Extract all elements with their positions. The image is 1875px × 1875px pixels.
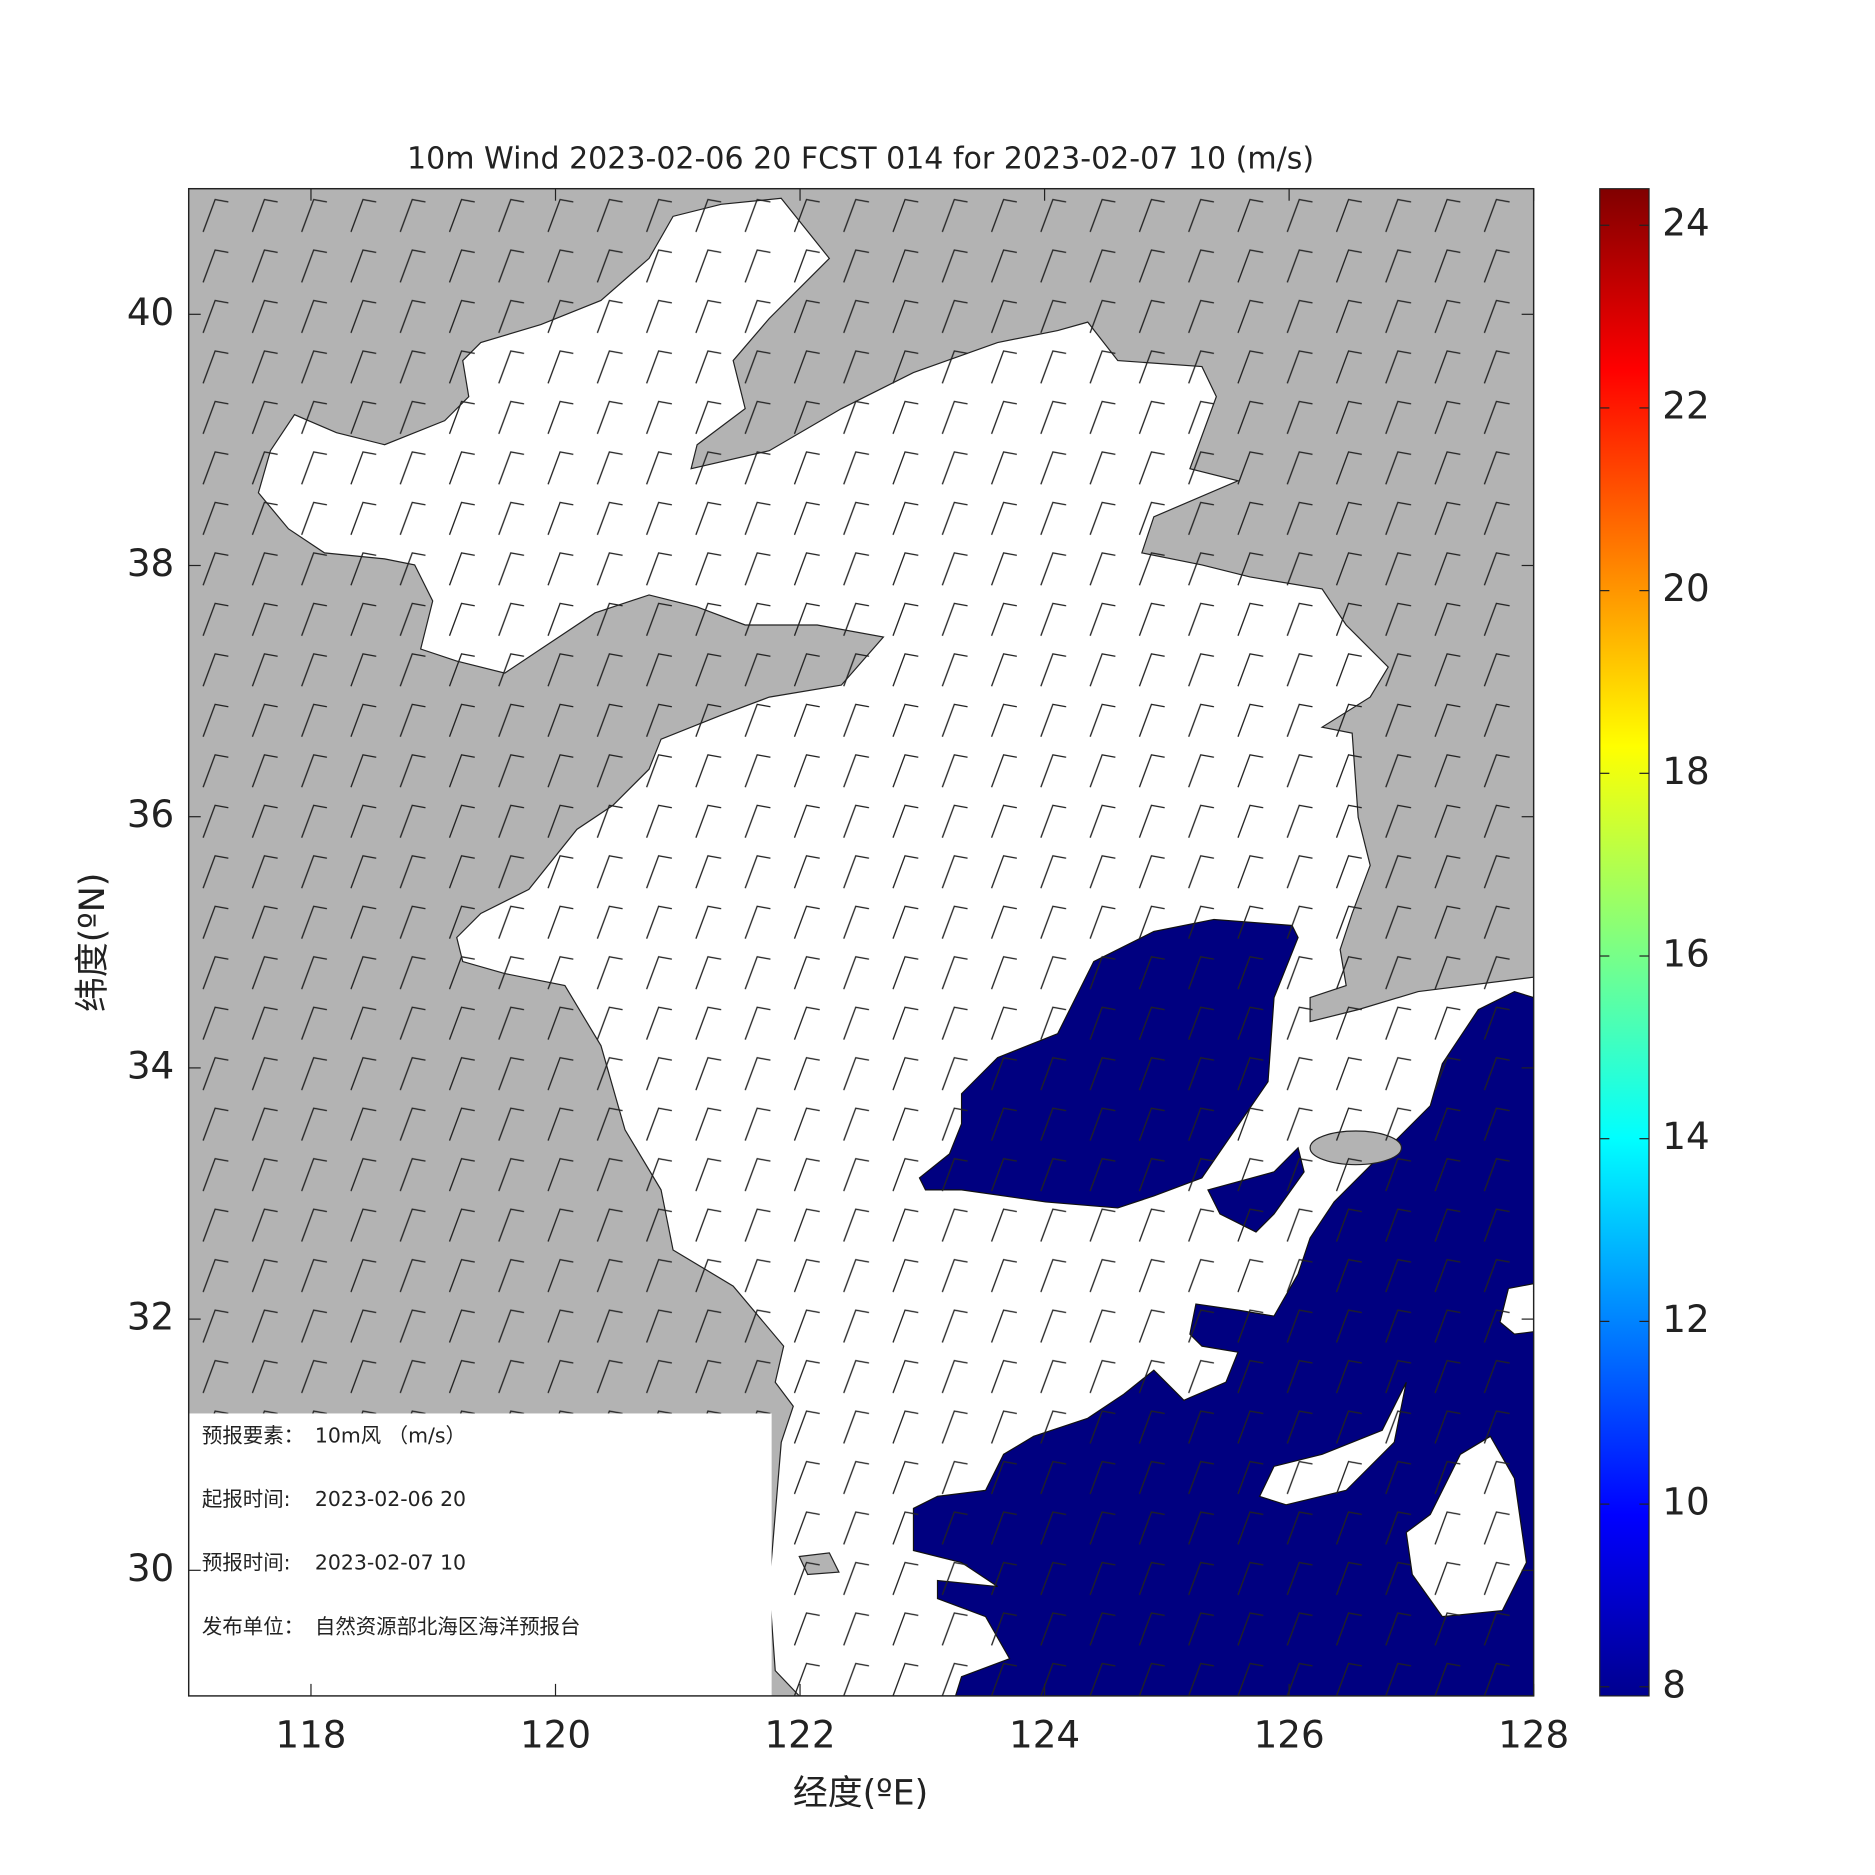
- colorbar-tick-label: 22: [1662, 383, 1709, 427]
- x-tick-label: 124: [1009, 1712, 1080, 1756]
- colorbar-tick-label: 10: [1662, 1480, 1709, 1524]
- colorbar-tick-label: 14: [1662, 1114, 1709, 1158]
- y-tick-label: 34: [127, 1043, 174, 1087]
- colorbar-tick-label: 12: [1662, 1297, 1709, 1341]
- info-label: 起报时间:: [202, 1487, 291, 1511]
- colorbar-tick-label: 20: [1662, 566, 1709, 610]
- colorbar-tick-label: 16: [1662, 932, 1709, 976]
- x-axis-label: 经度(ºE): [793, 1773, 928, 1813]
- colorbar-tick-label: 8: [1662, 1662, 1686, 1706]
- x-tick-label: 128: [1498, 1712, 1569, 1756]
- info-text: 2023-02-06 20: [315, 1487, 466, 1511]
- y-tick-label: 32: [127, 1295, 174, 1339]
- info-text: 自然资源部北海区海洋预报台: [315, 1614, 581, 1638]
- chart-title: 10m Wind 2023-02-06 20 FCST 014 for 2023…: [407, 141, 1314, 176]
- y-tick-label: 36: [127, 792, 174, 836]
- info-label: 发布单位：: [202, 1614, 304, 1638]
- colorbar: [1599, 188, 1650, 1697]
- colorbar-tick-label: 24: [1662, 201, 1709, 245]
- info-box: [188, 1413, 772, 1696]
- info-text: 2023-02-07 10: [315, 1551, 466, 1575]
- x-tick-label: 118: [275, 1712, 346, 1756]
- x-tick-label: 122: [764, 1712, 835, 1756]
- x-tick-label: 120: [520, 1712, 591, 1756]
- colorbar-tick-label: 18: [1662, 749, 1709, 793]
- info-label: 预报要素：: [202, 1423, 304, 1447]
- y-axis-label: 纬度(ºN): [73, 873, 113, 1012]
- y-tick-label: 40: [127, 290, 174, 334]
- info-text: 10m风 （m/s）: [315, 1423, 466, 1447]
- y-tick-label: 30: [127, 1546, 174, 1590]
- plot-frame: [187, 187, 1535, 1697]
- info-label: 预报时间:: [202, 1551, 291, 1575]
- y-tick-label: 38: [127, 541, 174, 585]
- x-tick-label: 126: [1254, 1712, 1325, 1756]
